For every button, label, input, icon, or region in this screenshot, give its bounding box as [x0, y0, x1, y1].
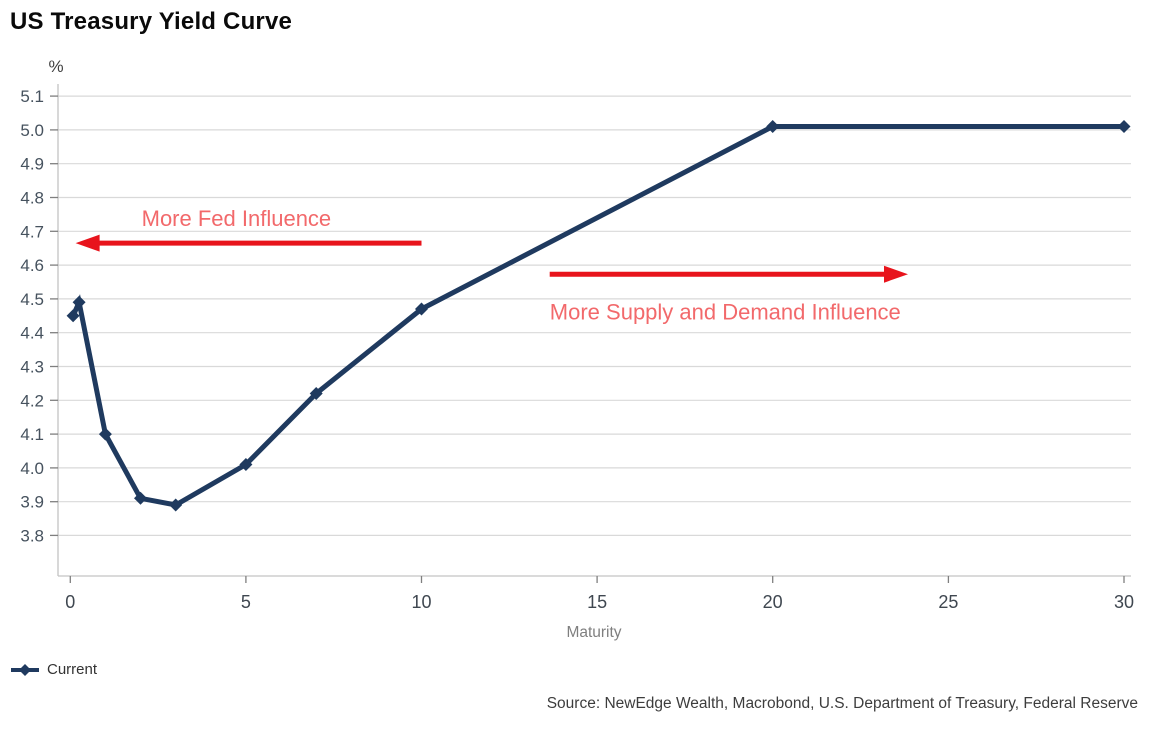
series-marker-diamond — [98, 427, 112, 441]
y-tick-label: 3.8 — [20, 526, 44, 545]
x-axis-ticks: 0 5 10 15 20 25 30 — [65, 576, 1134, 612]
y-axis-unit-label: % — [48, 57, 63, 76]
x-tick-label: 15 — [587, 592, 607, 612]
y-tick-label: 4.1 — [20, 425, 44, 444]
x-tick-label: 10 — [411, 592, 431, 612]
y-tick-label: 5.1 — [20, 87, 44, 106]
x-tick-label: 25 — [938, 592, 958, 612]
series-marker-diamond — [239, 458, 253, 471]
annotation-more-fed-influence: More Fed Influence — [142, 206, 332, 231]
chart-title: US Treasury Yield Curve — [10, 8, 293, 35]
x-axis-label: Maturity — [566, 624, 621, 641]
series-marker-diamond — [72, 295, 86, 309]
series-marker-diamond — [766, 120, 780, 133]
y-tick-label: 4.6 — [20, 256, 44, 275]
y-tick-label: 4.8 — [20, 189, 44, 208]
y-tick-label: 4.4 — [20, 324, 44, 343]
series-current — [66, 120, 1131, 512]
axes — [57, 84, 1131, 577]
series-line — [70, 124, 1124, 508]
y-tick-label: 4.0 — [20, 459, 44, 478]
y-tick-label: 4.2 — [20, 391, 44, 410]
x-tick-label: 0 — [65, 592, 75, 612]
y-tick-label: 4.7 — [20, 222, 44, 241]
y-axis-ticks: 3.8 3.9 4.0 4.1 4.2 4.3 4.4 4.5 4.6 4.7 4.8 4.9 5.0 5… — [20, 87, 58, 545]
series-marker-diamond — [134, 491, 147, 505]
y-tick-label: 3.9 — [20, 493, 44, 512]
legend: Current — [10, 661, 97, 678]
series-marker-diamond — [309, 387, 323, 400]
annotation-arrow-head — [884, 265, 908, 283]
legend-current-label: Current — [47, 661, 98, 678]
x-tick-label: 20 — [763, 592, 783, 612]
series-marker-diamond — [1117, 120, 1131, 133]
annotation-arrows — [75, 234, 908, 283]
series-marker-diamond — [415, 302, 428, 316]
x-tick-label: 5 — [241, 592, 251, 612]
y-tick-label: 4.3 — [20, 358, 44, 377]
legend-current-marker-icon — [11, 663, 39, 676]
x-tick-label: 30 — [1114, 592, 1134, 612]
annotation-arrow-head — [75, 234, 100, 252]
y-tick-label: 4.5 — [20, 290, 44, 309]
series-marker-diamond — [66, 309, 80, 323]
source-attribution: Source: NewEdge Wealth, Macrobond, U.S. … — [546, 695, 1138, 712]
annotation-more-supply-demand-influence: More Supply and Demand Influence — [550, 300, 901, 325]
y-tick-label: 4.9 — [20, 155, 44, 174]
y-tick-label: 5.0 — [20, 121, 44, 140]
series-marker-diamond — [169, 498, 183, 512]
